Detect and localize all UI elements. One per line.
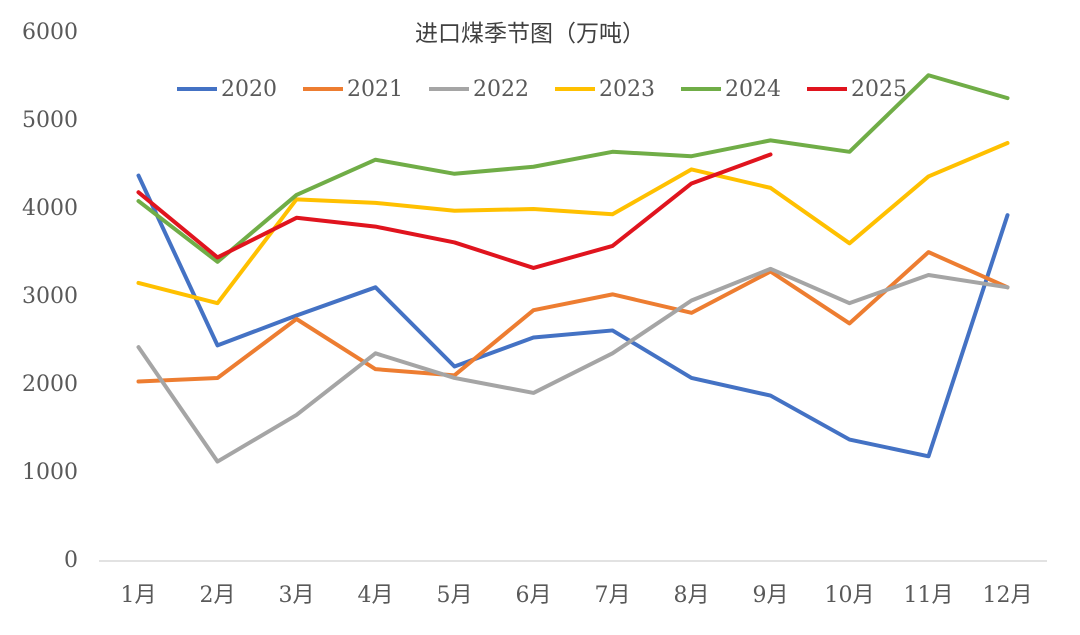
legend-label: 2021 — [347, 77, 403, 102]
line-series — [136, 73, 1010, 264]
y-tick-label: 3000 — [22, 284, 78, 309]
line-series — [136, 141, 1010, 306]
x-tick-label: 2月 — [200, 583, 236, 608]
x-tick-label: 8月 — [674, 583, 710, 608]
y-tick-label: 1000 — [22, 460, 78, 485]
x-tick-label: 9月 — [753, 583, 789, 608]
legend-label: 2025 — [851, 77, 907, 102]
chart-title: 进口煤季节图（万吨） — [415, 21, 645, 47]
line-series — [136, 266, 1010, 464]
x-tick-label: 7月 — [595, 583, 631, 608]
y-tick-label: 2000 — [22, 372, 78, 397]
line-series — [136, 173, 1010, 459]
legend-label: 2022 — [473, 77, 529, 102]
x-tick-label: 3月 — [279, 583, 315, 608]
line-series — [136, 250, 1010, 384]
y-tick-label: 4000 — [22, 196, 78, 221]
y-tick-label: 5000 — [22, 108, 78, 133]
y-tick-label: 0 — [64, 548, 78, 573]
y-tick-label: 6000 — [22, 20, 78, 45]
x-tick-label: 11月 — [904, 583, 954, 608]
x-tick-label: 12月 — [983, 583, 1033, 608]
line-series — [136, 152, 773, 270]
x-tick-label: 1月 — [121, 583, 157, 608]
x-tick-label: 10月 — [825, 583, 875, 608]
legend-label: 2020 — [221, 77, 277, 102]
x-tick-label: 6月 — [516, 583, 552, 608]
x-tick-label: 4月 — [358, 583, 394, 608]
x-tick-label: 5月 — [437, 583, 473, 608]
legend-label: 2023 — [599, 77, 655, 102]
legend-label: 2024 — [725, 77, 781, 102]
